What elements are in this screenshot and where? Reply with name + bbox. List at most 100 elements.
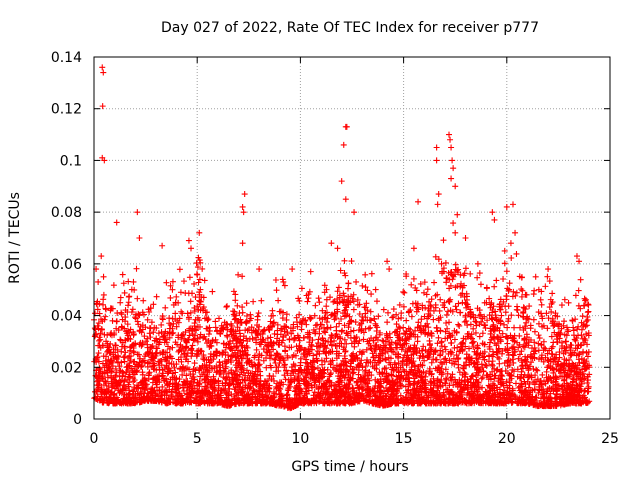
- data-point: [462, 265, 469, 272]
- data-point: [292, 352, 299, 359]
- data-point: [515, 312, 522, 319]
- data-point: [170, 320, 177, 327]
- data-point: [167, 282, 174, 289]
- data-point: [528, 359, 535, 366]
- data-point: [561, 318, 568, 325]
- data-point: [548, 333, 555, 340]
- data-point: [584, 301, 591, 308]
- data-point: [234, 324, 241, 331]
- data-point: [94, 306, 101, 313]
- data-point: [194, 271, 201, 278]
- data-point: [254, 331, 261, 338]
- data-point: [446, 319, 453, 326]
- data-point: [278, 325, 285, 332]
- data-point: [166, 334, 173, 341]
- data-point: [109, 363, 116, 370]
- data-point: [335, 284, 342, 291]
- data-point: [463, 318, 470, 325]
- data-point: [561, 296, 568, 303]
- data-point: [435, 256, 442, 263]
- data-point: [386, 359, 393, 366]
- data-point: [563, 332, 570, 339]
- data-point: [347, 328, 354, 335]
- data-point: [390, 306, 397, 313]
- data-point: [125, 278, 132, 285]
- data-point: [461, 270, 468, 277]
- data-point: [289, 354, 296, 361]
- data-point: [138, 342, 145, 349]
- data-point: [359, 282, 366, 289]
- data-point: [232, 291, 239, 298]
- data-point: [481, 321, 488, 328]
- data-point: [223, 303, 230, 310]
- data-point: [177, 289, 184, 296]
- data-point: [373, 298, 380, 305]
- data-point: [577, 276, 584, 283]
- data-point: [518, 380, 525, 387]
- data-point: [585, 308, 592, 315]
- data-point: [187, 298, 194, 305]
- data-point: [225, 370, 232, 377]
- data-point: [125, 302, 132, 309]
- data-point: [406, 381, 413, 388]
- data-point: [193, 327, 200, 334]
- data-point: [281, 372, 288, 379]
- data-point: [126, 293, 133, 300]
- data-point: [499, 330, 506, 337]
- data-point: [186, 332, 193, 339]
- data-point: [441, 343, 448, 350]
- data-point: [428, 296, 435, 303]
- data-point: [158, 321, 165, 328]
- data-point: [311, 312, 318, 319]
- data-point: [169, 344, 176, 351]
- data-point: [232, 297, 239, 304]
- data-point: [102, 313, 109, 320]
- data-point: [484, 317, 491, 324]
- data-point: [288, 330, 295, 337]
- data-point: [167, 294, 174, 301]
- data-point: [530, 316, 537, 323]
- data-point: [327, 294, 334, 301]
- data-point: [483, 362, 490, 369]
- data-point: [472, 329, 479, 336]
- data-point: [132, 314, 139, 321]
- data-point: [359, 364, 366, 371]
- data-point: [279, 315, 286, 322]
- data-point: [271, 330, 278, 337]
- data-point: [364, 356, 371, 363]
- data-point: [243, 313, 250, 320]
- data-point: [95, 350, 102, 357]
- data-point: [120, 280, 127, 287]
- data-point: [455, 300, 462, 307]
- data-point: [271, 356, 278, 363]
- data-point: [121, 289, 128, 296]
- data-point: [148, 319, 155, 326]
- data-point: [388, 371, 395, 378]
- data-point: [512, 292, 519, 299]
- data-point: [402, 393, 409, 400]
- data-point: [243, 300, 250, 307]
- chart-title: Day 027 of 2022, Rate Of TEC Index for r…: [161, 20, 539, 36]
- data-point: [582, 297, 589, 304]
- data-point: [367, 345, 374, 352]
- data-point: [120, 354, 127, 361]
- data-point: [493, 277, 500, 284]
- data-point: [290, 370, 297, 377]
- data-point: [119, 271, 126, 278]
- data-point: [500, 275, 507, 282]
- data-point: [512, 380, 519, 387]
- data-point: [467, 270, 474, 277]
- data-point: [580, 302, 587, 309]
- data-point: [316, 299, 323, 306]
- data-point: [477, 281, 484, 288]
- data-point: [319, 307, 326, 314]
- data-point: [316, 325, 323, 332]
- data-point: [487, 330, 494, 337]
- data-point: [525, 384, 532, 391]
- data-point: [412, 327, 419, 334]
- data-point: [490, 303, 497, 310]
- data-point: [489, 309, 496, 316]
- data-point: [124, 321, 131, 328]
- data-point: [544, 273, 551, 280]
